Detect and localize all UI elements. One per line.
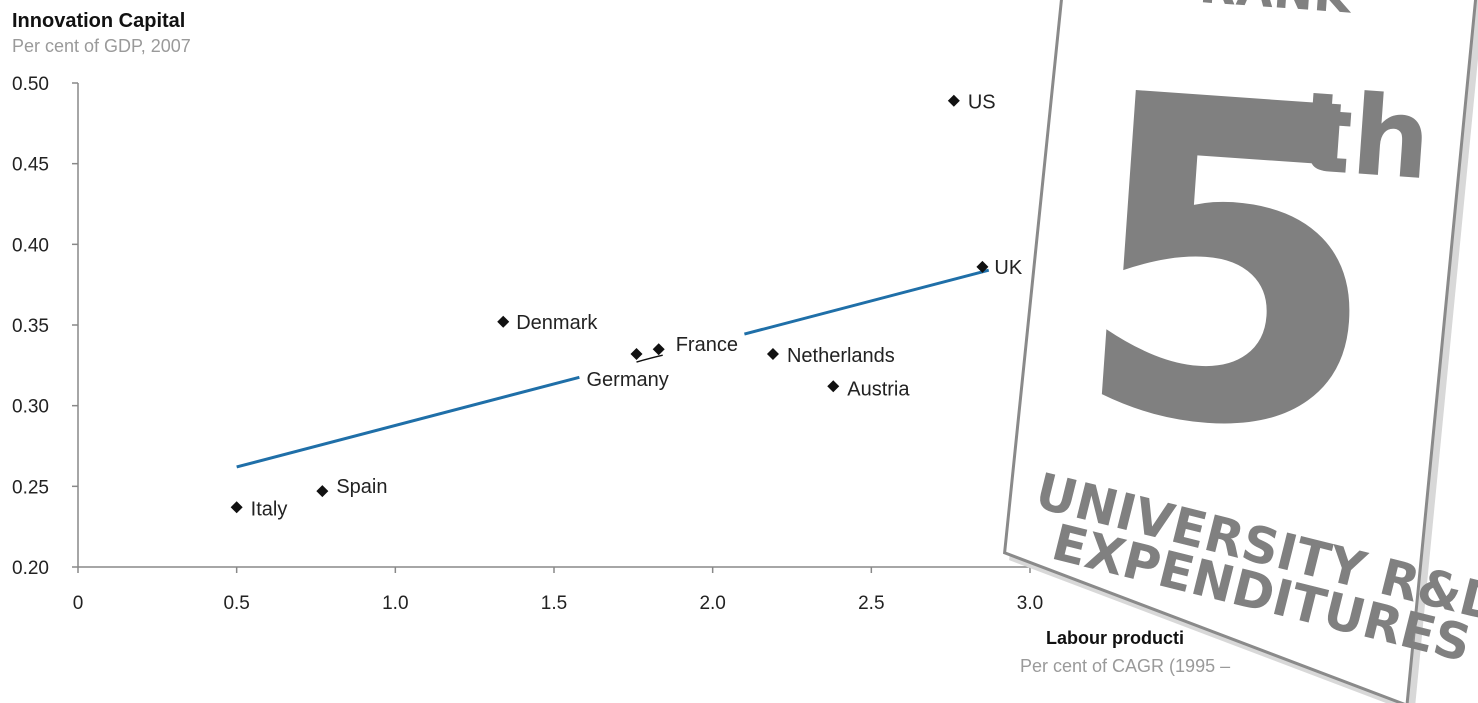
card-suffix: th (1295, 68, 1435, 205)
point-label-germany: Germany (587, 369, 669, 391)
y-tick-label: 0.35 (12, 316, 49, 337)
x-tick-label: 1.0 (382, 593, 408, 614)
point-label-denmark: Denmark (516, 312, 598, 334)
y-tick-label: 0.40 (12, 235, 49, 256)
data-point-uk (976, 260, 989, 273)
x-axis-label: Labour producti (1046, 628, 1184, 648)
data-point-france (652, 343, 665, 356)
point-label-uk: UK (994, 257, 1022, 279)
trendline-segment (236, 375, 580, 469)
x-tick-label: 1.5 (541, 593, 567, 614)
data-point-italy (230, 501, 243, 514)
data-point-netherlands (766, 348, 779, 361)
y-tick-label: 0.50 (12, 74, 49, 95)
axes: 0.20 0.25 0.30 0.35 0.40 0.45 0.50 0 0.5 1.0 1.5 2.… (12, 74, 1043, 614)
y-tick-label: 0.30 (12, 397, 49, 418)
point-label-italy: Italy (251, 498, 288, 520)
point-label-austria: Austria (847, 378, 910, 400)
rank-card: RANK 5 th UNIVERSITY R&D EXPENDITURES (1002, 0, 1478, 703)
y-tick-label: 0.20 (12, 558, 49, 579)
point-label-france: France (676, 334, 738, 356)
x-tick-label: 0.5 (223, 593, 249, 614)
point-label-spain: Spain (336, 476, 387, 498)
data-point-austria (827, 380, 840, 393)
germany-label-connector (636, 354, 663, 363)
card-number: 5 (1060, 0, 1401, 532)
y-tick-label: 0.25 (12, 477, 49, 498)
y-tick-label: 0.45 (12, 155, 49, 176)
chart-subtitle: Per cent of GDP, 2007 (12, 36, 191, 56)
trendline-group (236, 268, 990, 469)
x-tick-label: 2.5 (858, 593, 884, 614)
x-tick-label: 2.0 (699, 593, 725, 614)
chart-title: Innovation Capital (12, 10, 185, 32)
data-point-spain (316, 485, 329, 498)
data-point-germany (630, 348, 643, 361)
x-tick-label: 3.0 (1017, 593, 1043, 614)
trendline-segment (744, 268, 990, 336)
data-point-us (947, 94, 960, 107)
point-label-netherlands: Netherlands (787, 345, 895, 367)
point-label-us: US (968, 92, 996, 114)
x-axis-sublabel: Per cent of CAGR (1995 – (1020, 656, 1230, 676)
points-group: Italy Spain Denmark Germany France Netherland… (230, 92, 1023, 520)
card-body (1002, 0, 1478, 703)
x-tick-label: 0 (73, 593, 84, 614)
data-point-denmark (497, 315, 510, 328)
